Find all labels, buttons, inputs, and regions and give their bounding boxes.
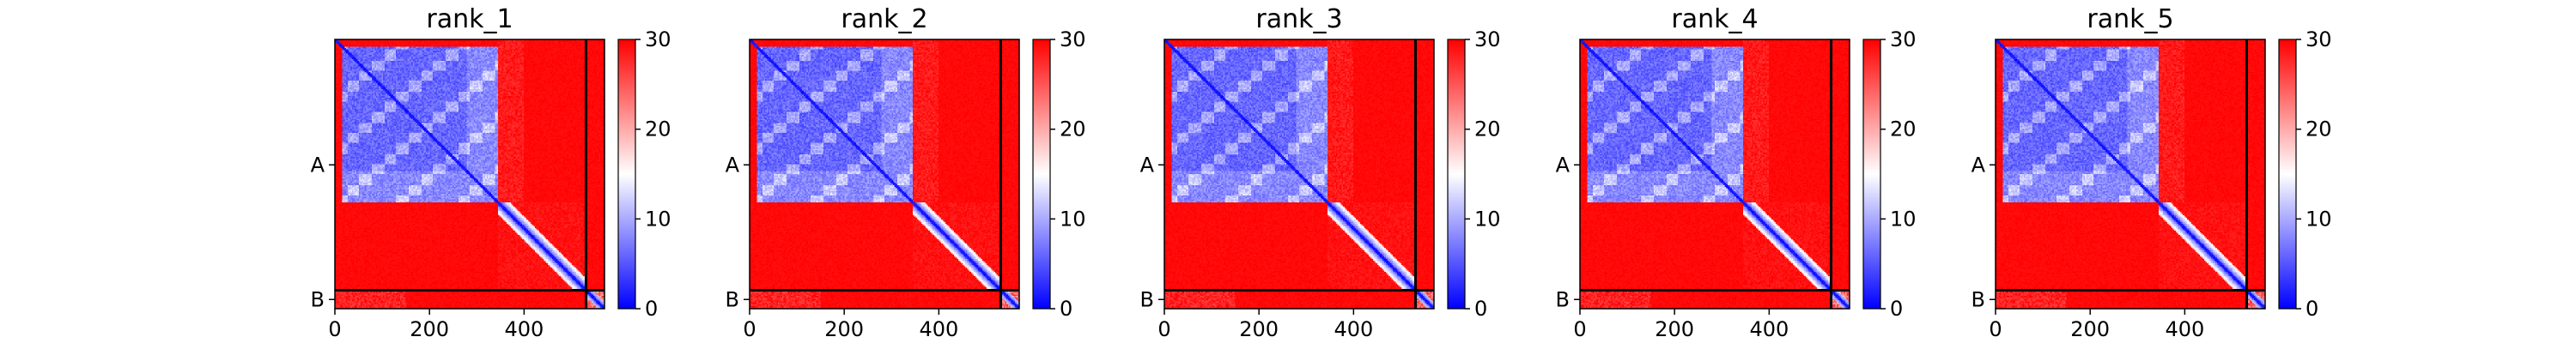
colorbar-tick-label: 20 (1890, 117, 1917, 141)
colorbar-tick-label: 0 (645, 297, 658, 321)
x-tick-label: 0 (1989, 317, 2002, 341)
x-tick-label: 0 (743, 317, 756, 341)
x-tick-label: 200 (1239, 317, 1279, 341)
chain-label: B (1971, 287, 1985, 311)
colorbar (1447, 39, 1466, 310)
x-tick-label: 200 (1655, 317, 1694, 341)
x-tick-label: 0 (328, 317, 341, 341)
colorbar-tick-label: 0 (1060, 297, 1072, 321)
colorbar-tick-label: 30 (1890, 27, 1917, 51)
pae-heatmap (750, 39, 1019, 309)
pae-heatmap (335, 39, 605, 309)
colorbar-tick-label: 0 (2306, 297, 2318, 321)
x-tick-label: 400 (1334, 317, 1373, 341)
panel-title: rank_5 (2087, 4, 2173, 34)
x-tick-label: 400 (2165, 317, 2204, 341)
colorbar-tick-label: 0 (1890, 297, 1903, 321)
colorbar-tick-label: 30 (645, 27, 671, 51)
colorbar-tick-label: 0 (1474, 297, 1487, 321)
chain-label: A (1971, 153, 1986, 177)
pae-heatmap (1996, 39, 2265, 309)
axes-frame (1995, 39, 2266, 310)
x-tick-label: 200 (824, 317, 864, 341)
colorbar (2278, 39, 2297, 310)
x-tick-label: 0 (1157, 317, 1170, 341)
panel-title: rank_4 (1671, 4, 1758, 34)
colorbar-tick-label: 10 (645, 207, 671, 231)
chain-label: A (726, 153, 740, 177)
axes-frame (749, 39, 1020, 310)
panel-title: rank_1 (426, 4, 513, 34)
panel-title: rank_2 (841, 4, 927, 34)
chain-label: A (1556, 153, 1571, 177)
x-tick-label: 0 (1573, 317, 1586, 341)
pae-heatmap (1164, 39, 1434, 309)
colorbar-tick-label: 10 (1474, 207, 1501, 231)
colorbar-tick-label: 20 (645, 117, 671, 141)
axes-frame (1163, 39, 1435, 310)
chain-label: A (1140, 153, 1155, 177)
x-tick-label: 400 (919, 317, 958, 341)
axes-frame (1579, 39, 1850, 310)
chain-label: B (1140, 287, 1154, 311)
colorbar-tick-label: 10 (1890, 207, 1917, 231)
colorbar-tick-label: 20 (1474, 117, 1501, 141)
colorbar (617, 39, 636, 310)
chain-label: B (1556, 287, 1570, 311)
chain-label: A (311, 153, 325, 177)
chain-label: B (726, 287, 739, 311)
colorbar-tick-label: 30 (1060, 27, 1086, 51)
colorbar-tick-label: 10 (1060, 207, 1086, 231)
colorbar (1862, 39, 1881, 310)
colorbar (1032, 39, 1051, 310)
colorbar-tick-label: 20 (1060, 117, 1086, 141)
pae-heatmap (1580, 39, 1850, 309)
colorbar-tick-label: 30 (2306, 27, 2332, 51)
colorbar-tick-label: 10 (2306, 207, 2332, 231)
colorbar-tick-label: 30 (1474, 27, 1501, 51)
x-tick-label: 400 (504, 317, 544, 341)
axes-frame (334, 39, 605, 310)
colorbar-tick-label: 20 (2306, 117, 2332, 141)
panel-title: rank_3 (1255, 4, 1342, 34)
chain-label: B (311, 287, 325, 311)
x-tick-label: 200 (410, 317, 449, 341)
x-tick-label: 200 (2070, 317, 2110, 341)
x-tick-label: 400 (1749, 317, 1789, 341)
